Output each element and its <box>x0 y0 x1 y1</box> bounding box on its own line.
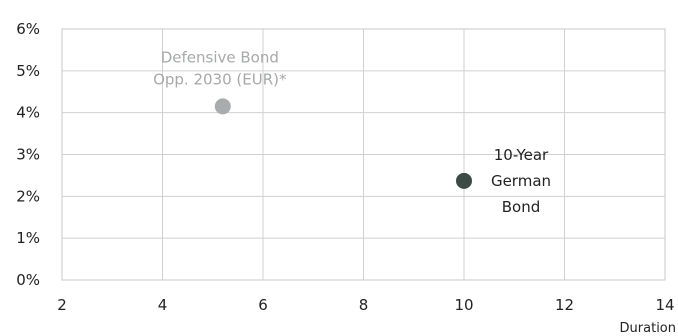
y-tick-label: 4% <box>16 104 40 122</box>
x-tick-label: 4 <box>158 296 168 314</box>
y-tick-label: 1% <box>16 229 40 247</box>
grid <box>62 29 665 280</box>
y-tick-label: 6% <box>16 20 40 38</box>
data-point <box>214 98 231 115</box>
x-axis: 2 4 6 8 10 12 14 <box>57 296 674 314</box>
point-label: Opp. 2030 (EUR)* <box>153 70 287 88</box>
x-tick-label: 10 <box>454 296 473 314</box>
plot-frame <box>61 28 666 281</box>
x-axis-title: Duration <box>620 321 676 336</box>
x-tick-label: 12 <box>555 296 574 314</box>
y-tick-label: 5% <box>16 62 40 80</box>
data-points: Defensive Bond Opp. 2030 (EUR)* 10-Year Ger… <box>153 48 551 215</box>
point-label: 10-Year <box>494 146 549 164</box>
data-point <box>456 172 472 189</box>
point-label: Bond <box>502 198 541 216</box>
y-tick-label: 0% <box>16 271 40 289</box>
x-tick-label: 8 <box>359 296 369 314</box>
x-tick-label: 6 <box>258 296 268 314</box>
point-label: Defensive Bond <box>161 48 279 66</box>
y-tick-label: 2% <box>16 187 40 205</box>
x-tick-label: 14 <box>655 296 674 314</box>
y-axis: 0% 1% 2% 3% 4% 5% 6% <box>16 20 40 289</box>
x-tick-label: 2 <box>57 296 67 314</box>
point-label: German <box>491 172 551 190</box>
y-tick-label: 3% <box>16 146 40 164</box>
